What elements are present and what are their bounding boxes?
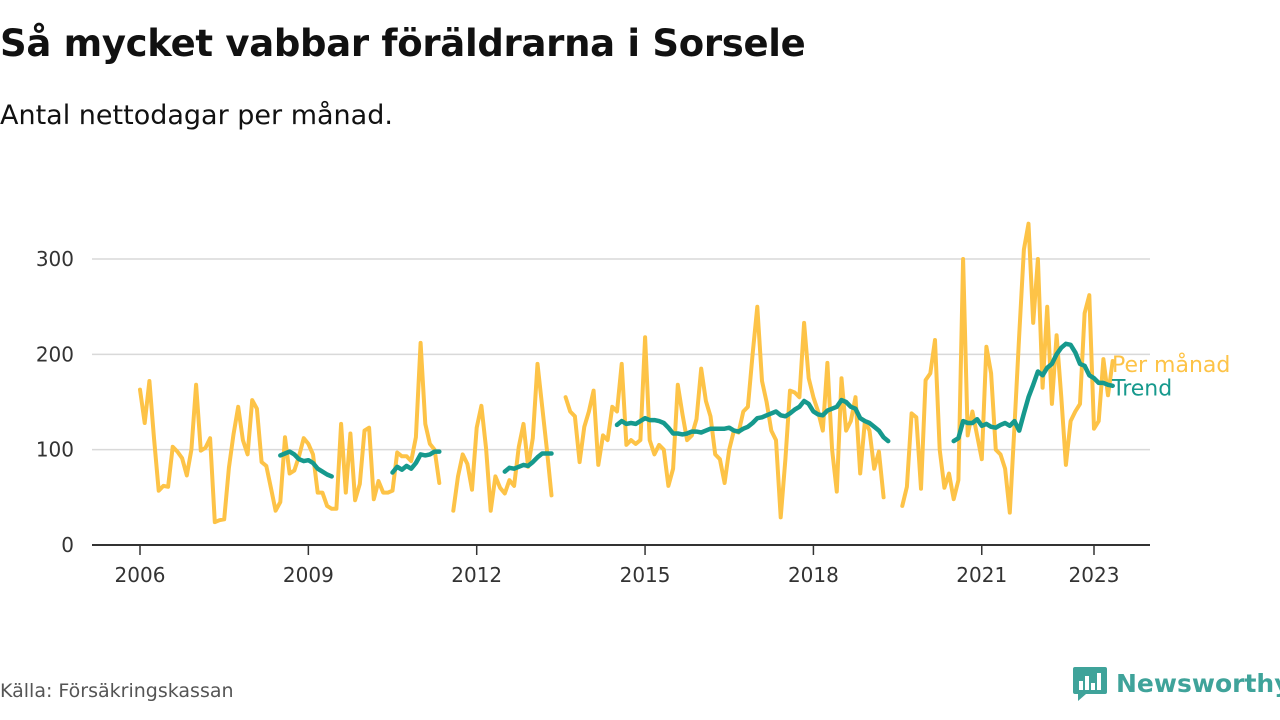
trend-series-line (951, 341, 1115, 444)
monthly-series-line (900, 221, 1115, 515)
source-note: Källa: Försäkringskassan (0, 680, 234, 702)
x-tick-label: 2006 (115, 563, 166, 587)
trend-series-label: Trend (1111, 377, 1172, 402)
y-tick-label: 100 (36, 438, 74, 462)
trend-series-line (278, 449, 334, 479)
monthly-series-line (563, 304, 886, 520)
chart-subtitle: Antal nettodagar per månad. (0, 100, 393, 131)
y-tick-label: 200 (36, 342, 74, 366)
x-tick-label: 2015 (620, 563, 671, 587)
brand-logo[interactable]: Newsworthy (1072, 664, 1280, 702)
newsworthy-logo-icon (1073, 667, 1107, 701)
monthly-series-label: Per månad (1112, 352, 1230, 378)
trend-series-line (614, 397, 891, 444)
x-tick-label: 2009 (283, 563, 334, 587)
y-tick-label: 300 (36, 247, 74, 271)
x-tick-label: 2018 (788, 563, 839, 587)
monthly-series-line (138, 340, 442, 525)
chart-title: Så mycket vabbar föräldrarna i Sorsele (0, 22, 806, 65)
x-tick-label: 2012 (451, 563, 502, 587)
y-axis-ticks: 0 100 200 300 (36, 247, 74, 557)
trend-series-line (390, 449, 442, 475)
monthly-series-line (451, 361, 554, 513)
x-tick-label: 2021 (956, 563, 1007, 587)
x-axis-ticks: 2006 2009 2012 2015 2018 2021 2023 (92, 544, 1150, 587)
series-lines (138, 221, 1115, 525)
brand-name: Newsworthy (1116, 668, 1280, 698)
x-tick-label: 2023 (1069, 563, 1120, 587)
y-tick-label: 0 (61, 533, 74, 557)
trend-series-line (502, 451, 554, 474)
grid-lines (92, 258, 1150, 451)
